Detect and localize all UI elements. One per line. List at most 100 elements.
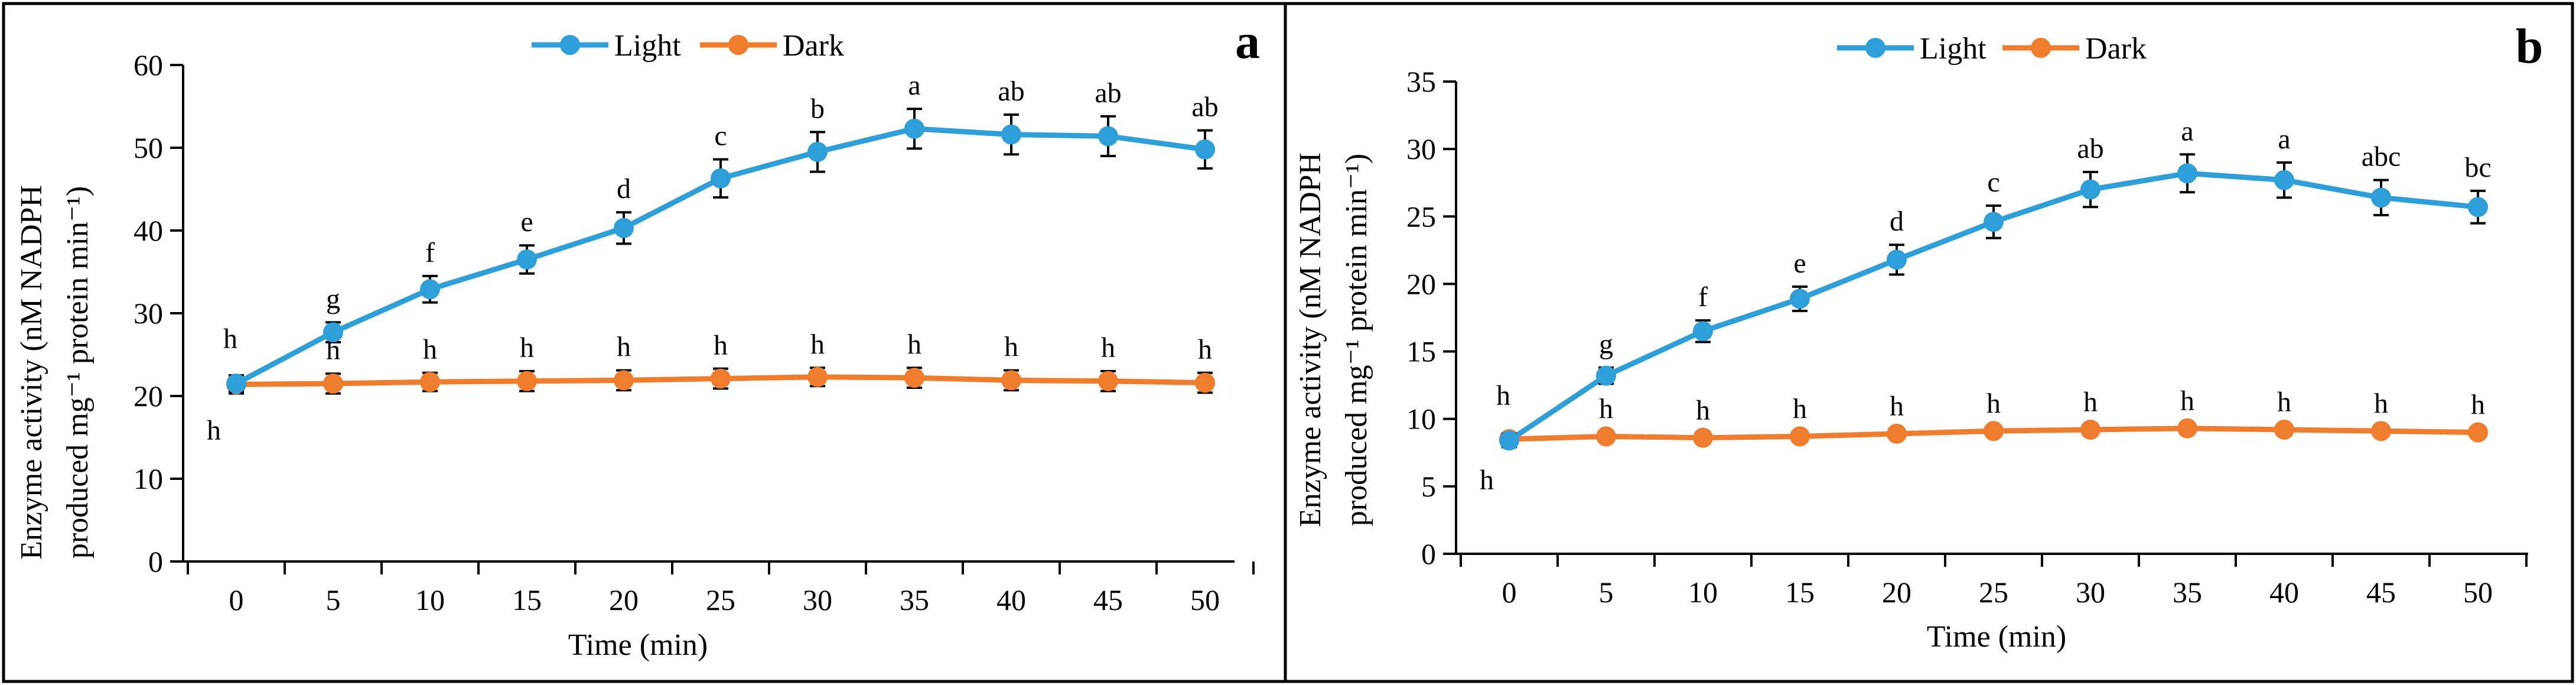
- panel-a-x-tick-label: 35: [900, 583, 929, 616]
- panel-a-y-tick-label: 40: [133, 214, 163, 247]
- panel-b-light-significance-letter: a: [2278, 124, 2290, 155]
- panel-b-legend-dark-label: Dark: [2085, 32, 2147, 66]
- panel-b-legend-dark-marker: [2031, 38, 2051, 58]
- panel-b-plot-area: 0 5 10 15 20 25 30 35 0 5 10 15 20 25 30 35 40 45 50 h h h h h h…: [1406, 65, 2528, 609]
- panel-b-x-tick-label: 25: [1979, 576, 2008, 609]
- panel-a-dark-point: [904, 368, 924, 388]
- panel-a-x-tick-label: 30: [803, 583, 832, 616]
- panel-a-dark-significance-letter: h: [207, 415, 221, 446]
- panel-a-legend-light-marker: [560, 35, 580, 55]
- panel-a-light-significance-letter: f: [425, 237, 435, 268]
- panel-a-y-axis-title-line1: Enzyme activity (nM NADPH: [15, 185, 48, 560]
- panel-b-x-tick-label: 40: [2269, 576, 2299, 609]
- panel-a-light-significance-letter: ab: [1095, 77, 1121, 109]
- panel-b-light-point: [2468, 197, 2488, 217]
- panel-b-x-axis-title: Time (min): [1927, 620, 2066, 654]
- panel-b-x-tick-label: 20: [1882, 576, 1911, 609]
- panel-a-x-tick-label: 40: [996, 583, 1026, 616]
- panel-b-dark-significance-letter: h: [1599, 394, 1613, 425]
- panel-a-y-tick-label: 20: [133, 379, 163, 413]
- panel-a-y-tick-label: 0: [148, 545, 163, 578]
- panel-a-y-tick-label: 30: [133, 297, 163, 330]
- panel-a-x-tick-label: 20: [609, 583, 639, 616]
- panel-a-light-point: [226, 374, 246, 394]
- panel-a-light-point: [807, 142, 828, 162]
- panel-a-light-significance-letter: a: [908, 70, 920, 101]
- panel-b-x-tick-label: 10: [1688, 576, 1718, 609]
- panel-b-y-tick-label: 35: [1406, 65, 1436, 98]
- panel-b-light-point: [1693, 321, 1713, 342]
- panel-b-y-tick-label: 30: [1406, 132, 1436, 165]
- panel-b-y-axis-title-line2: produced mg⁻¹ protein min⁻¹): [1340, 154, 1373, 527]
- panel-a-light-point: [1098, 126, 1118, 147]
- panel-b-light-significance-letter: f: [1698, 281, 1708, 313]
- panel-b-dark-point: [1693, 427, 1713, 448]
- panel-b-y-tick-label: 25: [1406, 200, 1436, 233]
- panel-a-y-tick-label: 10: [133, 462, 163, 495]
- panel-b-dark-point: [2177, 418, 2197, 439]
- panel-a-light-point: [323, 322, 343, 343]
- panel-b-legend-light-marker: [1865, 38, 1885, 58]
- panel-a-y-tick-label: 50: [133, 131, 163, 164]
- panel-b-light-significance-letter: g: [1599, 329, 1613, 360]
- panel-b-dark-point: [2080, 419, 2100, 440]
- panel-b-dark-significance-letter: h: [2180, 385, 2194, 417]
- panel-a-legend-dark-marker: [728, 35, 748, 55]
- panel-b-dark-point: [1984, 421, 2004, 441]
- panel-b-light-significance-letter: e: [1793, 248, 1806, 279]
- panel-b-x-tick-label: 30: [2076, 576, 2105, 609]
- panel-a-light-point: [614, 217, 634, 238]
- panel-b-dark-point: [1596, 426, 1616, 447]
- panel-a: a Time (min) Enzyme activity (nM NADPH p…: [2, 2, 1287, 683]
- panel-b-dark-point: [2468, 422, 2488, 443]
- panel-a-dark-point: [807, 366, 828, 387]
- panel-a-dark-significance-letter: h: [520, 332, 534, 363]
- panel-b-x-tick-label: 15: [1785, 576, 1815, 609]
- panel-b-dark-significance-letter: h: [1986, 388, 2001, 419]
- panel-b-light-significance-letter: d: [1890, 206, 1904, 237]
- panel-a-frame: [2, 2, 1287, 683]
- panel-b-y-axis-title-line1: Enzyme activity (nM NADPH: [1294, 152, 1327, 527]
- panel-b-dark-significance-letter: h: [1793, 394, 1807, 425]
- panel-a-dark-significance-letter: h: [617, 332, 631, 363]
- panel-b-light-significance-letter: h: [1496, 380, 1510, 411]
- panel-a-light-point: [904, 118, 924, 139]
- panel-a-label: a: [1235, 14, 1260, 69]
- panel-a-x-axis-title: Time (min): [568, 628, 708, 662]
- panel-a-light-significance-letter: ab: [1191, 92, 1218, 123]
- panel-a-x-tick-label: 45: [1093, 583, 1123, 616]
- panel-a-dark-point: [323, 374, 343, 394]
- panel-a-x-tick-label: 0: [229, 583, 244, 616]
- panel-b-light-point: [1596, 365, 1616, 386]
- panel-b-dark-point: [2274, 419, 2294, 440]
- panel-b-legend-light-label: Light: [1920, 32, 1986, 66]
- panel-b-light-significance-letter: abc: [2362, 141, 2401, 173]
- panel-b-dark-significance-letter: h: [1890, 391, 1904, 422]
- panel-a-light-significance-letter: e: [520, 206, 533, 238]
- panel-b-dark-significance-letter: h: [2374, 388, 2388, 419]
- panel-b-dark-point: [1790, 426, 1810, 447]
- panel-b-x-tick-label: 45: [2366, 576, 2396, 609]
- panel-b-x-tick-label: 5: [1599, 576, 1614, 609]
- panel-a-x-tick-label: 5: [326, 583, 341, 616]
- panel-b-light-point: [1887, 249, 1907, 270]
- panel-a-light-significance-letter: ab: [998, 76, 1024, 107]
- panel-b-legend: Light Dark: [1837, 32, 2147, 66]
- panel-a-dark-point: [1001, 370, 1021, 391]
- panel-a-x-tick-label: 50: [1190, 583, 1220, 616]
- panel-b-dark-significance-letter: h: [2471, 389, 2485, 421]
- panel-a-plot-area: 0 10 20 30 40 50 60 0 5 10 15 20 25 30 35 40 45 50 h h h h h h h…: [133, 48, 1255, 616]
- panel-b-y-tick-label: 10: [1406, 402, 1436, 436]
- panel-b-y-tick-label: 20: [1406, 267, 1436, 300]
- panel-b-light-point: [2080, 179, 2100, 200]
- panel-b-x-tick-label: 0: [1502, 576, 1517, 609]
- panel-a-light-point: [1001, 124, 1021, 145]
- panel-a-dark-significance-letter: h: [423, 334, 437, 365]
- panel-b-label: b: [2516, 19, 2544, 74]
- panel-a-dark-significance-letter: h: [1004, 332, 1018, 363]
- panel-a-legend-dark-label: Dark: [783, 29, 844, 63]
- panel-a-legend: Light Dark: [532, 29, 844, 63]
- panel-a-dark-significance-letter: h: [1198, 334, 1212, 365]
- panel-b-light-point: [1790, 288, 1810, 309]
- panel-a-light-significance-letter: b: [810, 93, 825, 124]
